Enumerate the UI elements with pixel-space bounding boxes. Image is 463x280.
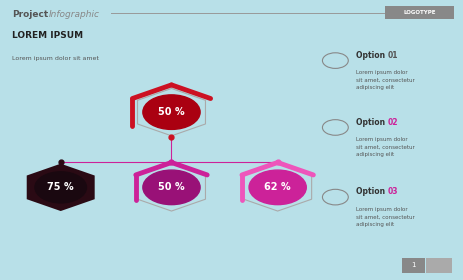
Text: Lorem ipsum dolor
sit amet, consectetur
adipiscing elit: Lorem ipsum dolor sit amet, consectetur …: [356, 70, 415, 90]
Text: 02: 02: [388, 118, 399, 127]
Text: Project: Project: [12, 10, 49, 19]
Text: 1: 1: [411, 262, 416, 268]
Text: Lorem ipsum dolor
sit amet, consectetur
adipiscing elit: Lorem ipsum dolor sit amet, consectetur …: [356, 207, 415, 227]
Text: Option: Option: [356, 187, 388, 196]
Text: 62 %: 62 %: [264, 182, 291, 192]
Text: LOGOTYPE: LOGOTYPE: [404, 10, 436, 15]
Circle shape: [35, 172, 87, 203]
Text: Option: Option: [356, 51, 388, 60]
Text: 01: 01: [388, 51, 399, 60]
Text: 75 %: 75 %: [47, 182, 74, 192]
Text: 03: 03: [388, 187, 399, 196]
Circle shape: [249, 170, 307, 205]
FancyBboxPatch shape: [402, 258, 425, 273]
Circle shape: [143, 170, 200, 205]
Text: Lorem ipsum dolor
sit amet, consectetur
adipiscing elit: Lorem ipsum dolor sit amet, consectetur …: [356, 137, 415, 157]
FancyBboxPatch shape: [426, 258, 452, 273]
Text: Lorem ipsum dolor sit amet: Lorem ipsum dolor sit amet: [12, 56, 99, 61]
FancyBboxPatch shape: [385, 6, 454, 19]
Text: 50 %: 50 %: [158, 182, 185, 192]
Text: LOREM IPSUM: LOREM IPSUM: [12, 31, 83, 40]
Circle shape: [143, 95, 200, 129]
Polygon shape: [27, 164, 95, 211]
Text: 50 %: 50 %: [158, 107, 185, 117]
Text: Infographic: Infographic: [49, 10, 100, 19]
Text: Option: Option: [356, 118, 388, 127]
